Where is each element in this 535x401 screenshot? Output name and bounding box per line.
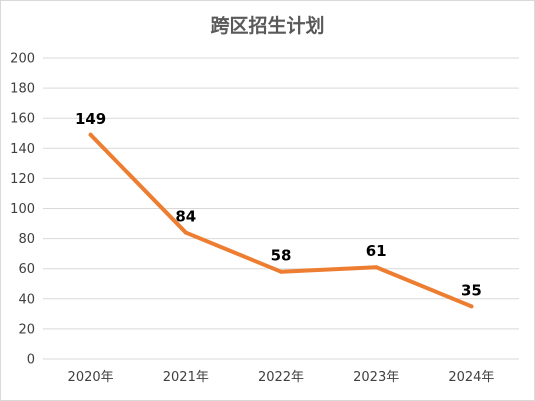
x-tick-label: 2024年 — [448, 370, 494, 385]
data-label: 58 — [271, 247, 292, 265]
x-tick-label: 2023年 — [353, 370, 399, 385]
y-tick-label: 20 — [18, 322, 35, 337]
data-point — [469, 304, 474, 309]
x-tick-label: 2022年 — [258, 370, 304, 385]
chart-title: 跨区招生计划 — [210, 15, 325, 37]
series-line — [88, 132, 474, 309]
data-label: 149 — [75, 110, 106, 128]
y-tick-label: 200 — [10, 52, 35, 67]
y-tick-label: 40 — [18, 292, 35, 307]
y-tick-label: 0 — [27, 353, 35, 368]
y-tick-label: 180 — [10, 82, 35, 97]
x-tick-label: 2021年 — [163, 370, 209, 385]
data-label: 61 — [366, 242, 387, 260]
y-tick-label: 120 — [10, 172, 35, 187]
y-tick-label: 80 — [18, 232, 35, 247]
y-tick-label: 140 — [10, 142, 35, 157]
data-label: 84 — [175, 208, 196, 226]
data-point — [183, 230, 188, 235]
x-tick-label: 2020年 — [68, 370, 114, 385]
data-label: 35 — [461, 281, 482, 299]
y-tick-label: 100 — [10, 202, 35, 217]
y-tick-label: 60 — [18, 262, 35, 277]
data-point — [88, 132, 93, 137]
y-tick-label: 160 — [10, 112, 35, 127]
data-point — [279, 269, 283, 274]
data-point — [374, 265, 379, 270]
